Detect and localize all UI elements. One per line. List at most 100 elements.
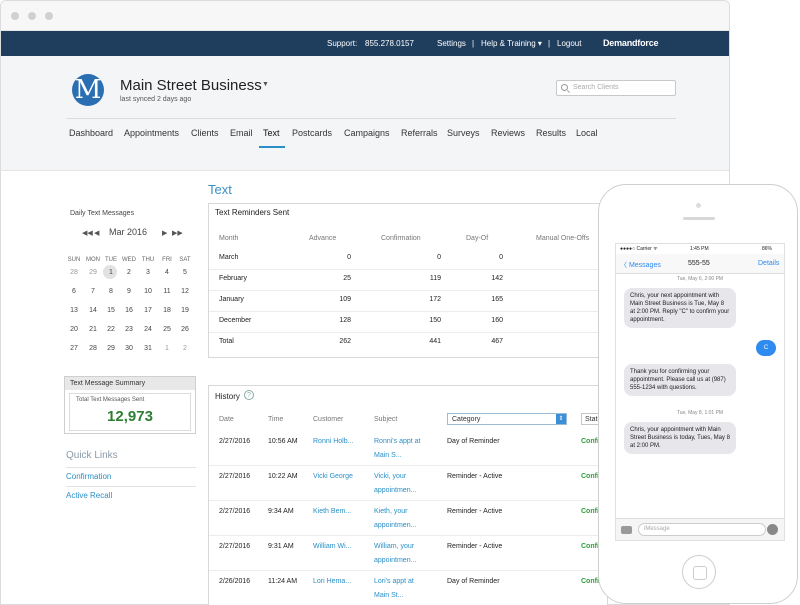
nav-item-results[interactable]: Results: [536, 128, 567, 138]
status-bar: ●●●●○ Carrier ᯤ 1:45 PM 86%: [616, 244, 784, 254]
calendar-day[interactable]: 13: [70, 307, 78, 314]
calendar-day[interactable]: 8: [109, 288, 113, 295]
history-subject-link[interactable]: William, your: [374, 543, 415, 550]
back-button[interactable]: 〈 Messages: [620, 262, 661, 269]
calendar-day[interactable]: 7: [91, 288, 95, 295]
nav-item-postcards[interactable]: Postcards: [292, 128, 333, 138]
row-divider: [209, 500, 600, 501]
calendar-day[interactable]: 15: [107, 307, 115, 314]
logout-link[interactable]: Logout: [557, 39, 582, 48]
calendar-day[interactable]: 31: [144, 345, 152, 352]
calendar-day[interactable]: 1: [109, 269, 113, 276]
sync-status: last synced 2 days ago: [120, 96, 192, 103]
help-training-link[interactable]: Help & Training ▾: [481, 39, 542, 48]
divider: [66, 118, 676, 119]
calendar-day[interactable]: 14: [89, 307, 97, 314]
message-input[interactable]: iMessage: [638, 523, 766, 536]
calendar-day[interactable]: 9: [127, 288, 131, 295]
category-select[interactable]: Category ⇕: [447, 413, 567, 425]
row-divider: [209, 535, 600, 536]
calendar-day[interactable]: 16: [125, 307, 133, 314]
calendar-day[interactable]: 21: [89, 326, 97, 333]
calendar-day[interactable]: 22: [107, 326, 115, 333]
calendar-day[interactable]: 11: [163, 288, 171, 295]
calendar-day[interactable]: 2: [127, 269, 131, 276]
history-subject-link[interactable]: appointmen...: [374, 557, 417, 564]
history-customer-link[interactable]: Lori Hema...: [313, 578, 352, 585]
brand-logo[interactable]: Demandforce: [603, 38, 659, 48]
details-button[interactable]: Details: [758, 260, 780, 267]
calendar-day[interactable]: 30: [125, 345, 133, 352]
business-name[interactable]: Main Street Business: [120, 77, 262, 94]
next-year-icon[interactable]: ▶▶: [172, 230, 183, 237]
message-input-bar: iMessage: [616, 518, 784, 540]
calendar-day[interactable]: 6: [72, 288, 76, 295]
calendar-day[interactable]: 18: [163, 307, 171, 314]
home-button[interactable]: [682, 555, 716, 589]
history-subject-link[interactable]: appointmen...: [374, 487, 417, 494]
page-title: Text: [208, 182, 232, 197]
history-customer-link[interactable]: William Wi...: [313, 543, 352, 550]
weekday-label: TUE: [105, 257, 117, 263]
timestamp: Tue, May 8, 1:01 PM: [676, 410, 724, 416]
calendar-day[interactable]: 5: [183, 269, 187, 276]
calendar-day[interactable]: 27: [70, 345, 78, 352]
prev-month-icon[interactable]: ◀: [94, 230, 100, 237]
calendar-day[interactable]: 29: [107, 345, 115, 352]
nav-item-email[interactable]: Email: [230, 128, 253, 138]
search-input[interactable]: Search Clients: [556, 80, 676, 96]
nav-item-campaigns[interactable]: Campaigns: [344, 128, 390, 138]
calendar-day[interactable]: 17: [144, 307, 152, 314]
calendar-day[interactable]: 12: [181, 288, 189, 295]
nav-item-appointments[interactable]: Appointments: [124, 128, 180, 138]
calendar-day[interactable]: 20: [70, 326, 78, 333]
quick-link-confirmation[interactable]: Confirmation: [66, 472, 112, 481]
history-subject-link[interactable]: Main S...: [374, 452, 402, 459]
calendar-day[interactable]: 19: [181, 307, 189, 314]
calendar-day[interactable]: 26: [181, 326, 189, 333]
help-icon[interactable]: ?: [244, 390, 254, 400]
calendar-day[interactable]: 1: [165, 345, 169, 352]
weekday-label: FRI: [162, 257, 172, 263]
window-dot: [28, 12, 36, 20]
reminder-count: 119: [429, 275, 441, 282]
nav-item-text[interactable]: Text: [263, 128, 280, 138]
calendar-day[interactable]: 28: [70, 269, 78, 276]
history-subject-link[interactable]: Kieth, your: [374, 508, 408, 515]
history-subject-link[interactable]: appointmen...: [374, 522, 417, 529]
nav-item-reviews[interactable]: Reviews: [491, 128, 526, 138]
message-bubble-outgoing: C: [756, 340, 776, 356]
weekday-label: SUN: [67, 257, 81, 263]
calendar-day[interactable]: 4: [165, 269, 169, 276]
quick-link-active-recall[interactable]: Active Recall: [66, 491, 113, 500]
nav-item-local[interactable]: Local: [576, 128, 598, 138]
camera-icon[interactable]: [621, 526, 632, 534]
history-customer-link[interactable]: Kieth Bem...: [313, 508, 352, 515]
microphone-icon[interactable]: [767, 524, 778, 535]
calendar-day[interactable]: 24: [144, 326, 152, 333]
calendar-day[interactable]: 25: [163, 326, 171, 333]
chevron-down-icon[interactable]: ▼: [262, 81, 269, 88]
summary-label: Total Text Messages Sent: [76, 397, 145, 403]
history-subject-link[interactable]: Ronni's appt at: [374, 438, 421, 445]
history-customer-link[interactable]: Vicki George: [313, 473, 353, 480]
calendar-day[interactable]: 2: [183, 345, 187, 352]
calendar-day[interactable]: 10: [144, 288, 152, 295]
next-month-icon[interactable]: ▶: [162, 230, 168, 237]
calendar-day[interactable]: 29: [89, 269, 97, 276]
history-time: 10:56 AM: [268, 438, 298, 445]
history-subject-link[interactable]: Vicki, your: [374, 473, 407, 480]
calendar-day[interactable]: 23: [125, 326, 133, 333]
history-customer-link[interactable]: Ronni Holb...: [313, 438, 354, 445]
settings-link[interactable]: Settings: [437, 39, 466, 48]
history-subject-link[interactable]: Main St...: [374, 592, 404, 599]
prev-year-icon[interactable]: ◀◀: [82, 230, 93, 237]
nav-item-clients[interactable]: Clients: [191, 128, 219, 138]
calendar-day[interactable]: 28: [89, 345, 97, 352]
nav-item-dashboard[interactable]: Dashboard: [69, 128, 114, 138]
nav-item-surveys[interactable]: Surveys: [447, 128, 480, 138]
support-phone[interactable]: 855.278.0157: [365, 39, 414, 48]
history-subject-link[interactable]: Lori's appt at: [374, 578, 414, 585]
calendar-day[interactable]: 3: [146, 269, 150, 276]
nav-item-referrals[interactable]: Referrals: [401, 128, 438, 138]
